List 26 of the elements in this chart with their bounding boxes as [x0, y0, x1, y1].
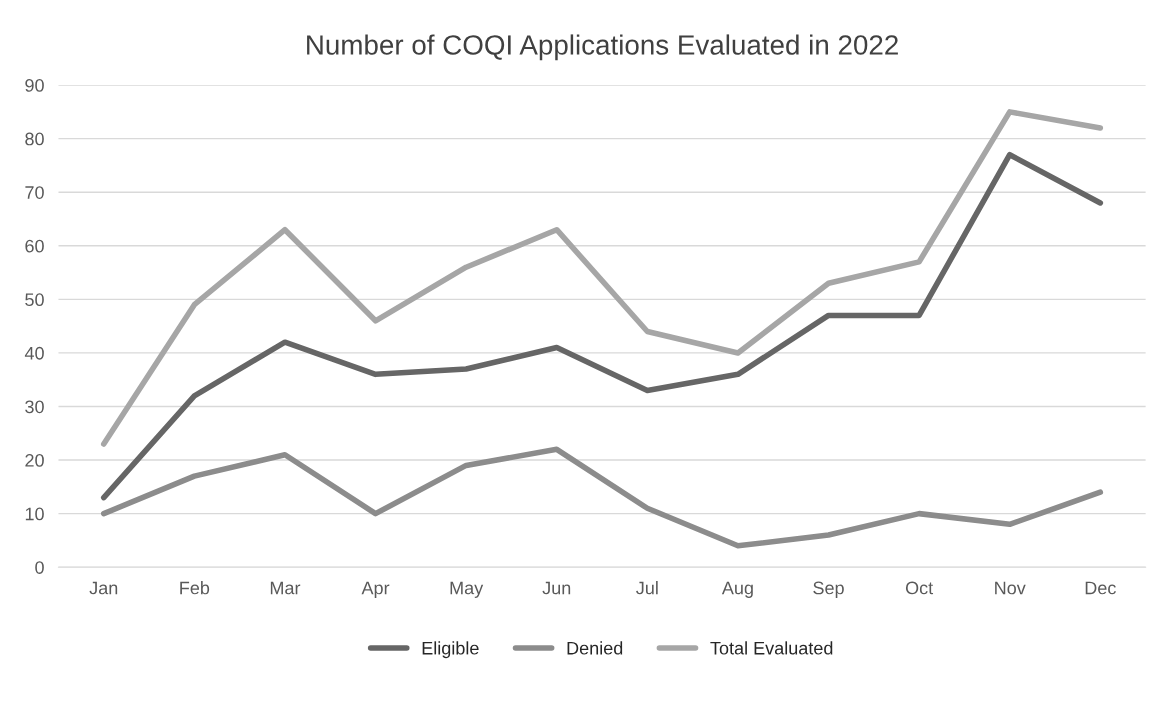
- x-tick-label: Jun: [542, 581, 571, 595]
- x-tick-label: Jan: [89, 581, 118, 595]
- y-tick-label: 30: [25, 400, 44, 414]
- x-tick-label: Mar: [270, 581, 301, 595]
- x-tick-label: Sep: [813, 581, 844, 598]
- y-tick-label: 0: [35, 561, 44, 574]
- x-tick-label: Dec: [1085, 581, 1116, 595]
- x-tick-label: Oct: [905, 581, 934, 595]
- y-tick-label: 60: [25, 239, 44, 253]
- legend-label: Eligible: [422, 641, 479, 659]
- x-tick-label: Nov: [995, 581, 1026, 595]
- y-tick-label: 40: [24, 346, 44, 360]
- y-tick-label: 70: [25, 186, 44, 199]
- y-tick-label: 10: [25, 507, 44, 521]
- y-tick-label: 20: [25, 454, 44, 467]
- legend-label: Total Evaluated: [710, 641, 833, 655]
- y-tick-label: 90: [25, 79, 44, 92]
- chart-title: Number of COQI Applications Evaluated in 2022: [307, 34, 898, 61]
- legend-label: Denied: [567, 641, 623, 655]
- x-tick-label: Jul: [636, 581, 658, 595]
- x-tick-label: May: [450, 581, 484, 598]
- x-tick-label: Apr: [361, 581, 390, 598]
- x-tick-label: Aug: [721, 581, 753, 598]
- y-tick-label: 50: [25, 293, 44, 307]
- x-tick-label: Feb: [180, 581, 210, 595]
- y-tick-label: 80: [25, 132, 44, 146]
